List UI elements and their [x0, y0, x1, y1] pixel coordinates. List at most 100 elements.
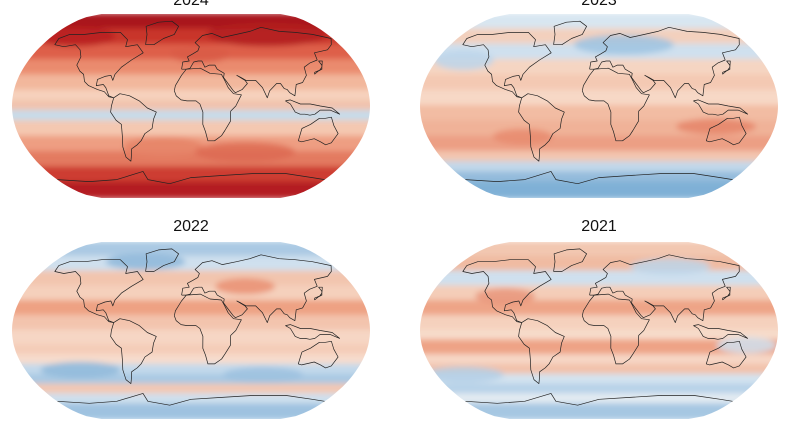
map-panel-2021: 2021	[418, 218, 780, 421]
anomaly-band	[12, 181, 370, 198]
map-panel-2023: 2023	[418, 0, 780, 204]
panel-title: 2023	[581, 0, 617, 9]
temperature-anomaly-map	[420, 242, 778, 419]
australia-coastline	[705, 116, 747, 146]
south-america-coastline	[110, 93, 157, 162]
anomaly-band	[12, 354, 370, 366]
anomaly-band	[420, 314, 778, 332]
anomaly-band	[420, 300, 778, 317]
anomaly-patch	[223, 366, 304, 383]
anomaly-band	[12, 403, 370, 419]
anomaly-band	[420, 285, 778, 303]
antarctica-coastline	[465, 393, 733, 406]
anomaly-patch	[35, 26, 115, 47]
north-america-coastline	[462, 259, 552, 323]
anomaly-band	[12, 383, 370, 396]
anomaly-band	[12, 363, 370, 376]
anomaly-band	[12, 344, 370, 357]
anomaly-band	[12, 74, 370, 92]
anomaly-band	[12, 242, 370, 258]
europe-asia-coastline	[589, 254, 740, 323]
antarctica-coastline	[57, 171, 325, 185]
anomaly-band	[12, 110, 370, 123]
anomaly-patch	[169, 46, 230, 63]
anomaly-patch	[423, 366, 504, 383]
panel-title: 2021	[581, 218, 617, 235]
temperature-anomaly-map	[12, 242, 370, 419]
europe-asia-coastline	[181, 254, 332, 323]
south-america-coastline	[110, 318, 157, 384]
anomaly-band	[12, 270, 370, 288]
anomaly-band	[12, 373, 370, 386]
africa-coastline	[581, 67, 650, 142]
greenland-coastline	[145, 248, 179, 272]
temperature-anomaly-map	[420, 14, 778, 198]
anomaly-band	[420, 59, 778, 77]
panel-title: 2024	[173, 0, 209, 9]
antarctica-coastline	[57, 393, 325, 406]
japan-coastline	[722, 286, 731, 301]
anomaly-patch	[475, 288, 536, 305]
europe-asia-coastline	[181, 26, 332, 99]
north-america-coastline	[54, 259, 144, 323]
indonesia-coastline	[693, 99, 749, 116]
anomaly-patch	[573, 34, 674, 55]
anomaly-patch	[676, 118, 757, 135]
anomaly-band	[420, 74, 778, 92]
anomaly-band	[420, 89, 778, 107]
australia-coastline	[705, 340, 747, 369]
anomaly-band	[420, 255, 778, 273]
anomaly-band	[420, 339, 778, 357]
anomaly-band	[12, 14, 370, 31]
australia-coastline	[297, 340, 339, 369]
africa-coastline	[173, 293, 242, 365]
anomaly-patch	[492, 128, 553, 145]
anomaly-patch	[433, 50, 494, 70]
anomaly-patch	[195, 142, 296, 162]
anomaly-band	[420, 270, 778, 288]
anomaly-band	[12, 99, 370, 113]
africa-coastline	[173, 67, 242, 142]
anomaly-band	[12, 89, 370, 102]
anomaly-band	[420, 363, 778, 376]
antarctica-coastline	[465, 171, 733, 185]
anomaly-band	[12, 285, 370, 303]
anomaly-band	[420, 161, 778, 174]
anomaly-patch	[215, 278, 276, 295]
north-america-coastline	[54, 32, 144, 99]
japan-coastline	[314, 286, 323, 301]
south-america-coastline	[518, 318, 565, 384]
anomaly-band	[420, 373, 778, 386]
anomaly-patch	[716, 337, 777, 354]
greenland-coastline	[553, 20, 587, 46]
anomaly-band	[12, 329, 370, 347]
anomaly-band	[420, 135, 778, 153]
anomaly-band	[420, 242, 778, 258]
anomaly-band	[420, 105, 778, 123]
africa-coastline	[581, 293, 650, 365]
anomaly-band	[420, 181, 778, 198]
anomaly-patch	[123, 136, 204, 157]
anomaly-band	[12, 120, 370, 138]
japan-coastline	[314, 60, 323, 75]
map-panel-2022: 2022	[10, 218, 372, 421]
panel-title: 2022	[173, 218, 209, 235]
map-panel-2024: 2024	[10, 0, 372, 204]
japan-coastline	[722, 60, 731, 75]
anomaly-band	[420, 354, 778, 366]
greenland-coastline	[145, 20, 179, 46]
south-america-coastline	[518, 93, 565, 162]
anomaly-patch	[40, 361, 121, 378]
anomaly-band	[12, 255, 370, 273]
indonesia-coastline	[693, 324, 749, 340]
australia-coastline	[297, 116, 339, 146]
greenland-coastline	[553, 248, 587, 272]
anomaly-band	[12, 314, 370, 332]
anomaly-band	[12, 300, 370, 317]
europe-asia-coastline	[589, 26, 740, 99]
north-america-coastline	[462, 32, 552, 99]
anomaly-band	[420, 14, 778, 31]
indonesia-coastline	[285, 324, 341, 340]
anomaly-band	[420, 403, 778, 419]
anomaly-patch	[105, 253, 186, 270]
